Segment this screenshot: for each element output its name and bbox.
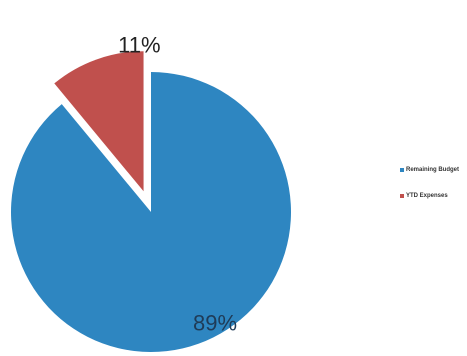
legend-label-remaining-budget: Remaining Budget — [406, 167, 460, 173]
legend-swatch-remaining-budget — [400, 168, 404, 172]
legend-swatch-ytd-expenses — [400, 194, 404, 198]
data-label-ytd-expenses: 11% — [118, 32, 160, 57]
legend-item-ytd-expenses: YTD Expenses — [400, 192, 459, 200]
chart-legend: Remaining Budget YTD Expenses — [400, 166, 459, 218]
pie-slice-remaining-budget — [10, 72, 292, 352]
legend-item-remaining-budget: Remaining Budget — [400, 166, 459, 174]
pie-slice-ytd-expenses — [54, 51, 144, 192]
legend-label-ytd-expenses: YTD Expenses — [406, 193, 448, 199]
data-label-remaining-budget: 89% — [193, 310, 237, 335]
